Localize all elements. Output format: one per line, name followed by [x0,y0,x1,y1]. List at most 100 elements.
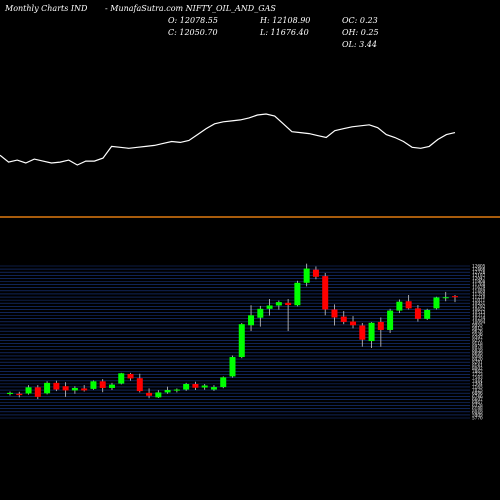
y-tick-label: 12326 [472,270,486,275]
y-tick-label: 6467 [472,400,483,405]
y-tick-label: 7723 [472,372,483,377]
candle-body [173,389,180,391]
symbol-label: - MunafaSutra.com NIFTY_OIL_AND_GAS [105,4,276,13]
candle-body [359,325,366,340]
candle-body [331,309,338,318]
candle-body [25,387,32,394]
y-tick-label: 5770 [472,416,483,421]
y-tick-label: 11768 [472,282,486,287]
y-tick-label: 8699 [472,350,483,355]
y-tick-label: 9676 [472,329,483,334]
candle-body [108,384,115,388]
y-tick-label: 10652 [472,307,486,312]
candle-body [405,301,412,309]
candle-body [257,308,264,318]
y-tick-label: 9955 [472,322,483,327]
candle-body [424,309,431,319]
candle-body [210,387,217,390]
candle-body [303,268,310,283]
y-tick-label: 6607 [472,397,483,402]
candle-body [146,392,153,396]
y-tick-label: 8560 [472,353,483,358]
candle-body [220,377,227,388]
candle-body [452,296,458,298]
y-tick-label: 6746 [472,394,483,399]
y-tick-label: 9257 [472,338,483,343]
candle-body [368,322,375,342]
candle-body [442,297,449,299]
y-tick-label: 5909 [472,412,483,417]
candle-body [164,389,171,393]
candle-body [340,316,347,322]
y-tick-label: 11210 [472,295,486,300]
y-tick-label: 12466 [472,267,486,272]
y-tick-label: 9815 [472,326,483,331]
high-value: H: 12108.90 [260,16,311,25]
y-tick-label: 6886 [472,391,483,396]
y-tick-label: 6328 [472,403,483,408]
candle-body [7,392,13,394]
candle-body [53,382,60,390]
candle-body [275,302,282,306]
candle-body [136,378,143,392]
y-tick-label: 8978 [472,344,483,349]
candle-body [238,324,245,358]
candle-body [396,301,403,311]
candle-body [71,387,78,391]
y-tick-label: 10373 [472,313,486,318]
candle-body [312,269,319,277]
candle-body [90,381,97,389]
y-tick-label: 12047 [472,276,486,281]
candle-body [16,393,23,396]
y-tick-label: 7862 [472,369,483,374]
candle-body [433,297,440,309]
candle-body [118,373,125,384]
candle-body [99,381,106,388]
y-tick-label: 6188 [472,406,483,411]
y-tick-label: 7165 [472,384,483,389]
oh-value: OH: 0.25 [342,28,379,37]
y-tick-label: 8141 [472,363,483,368]
candle-body [414,308,421,319]
y-tick-label: 11908 [472,279,486,284]
y-tick-label: 10234 [472,316,486,321]
candle-body [127,373,134,379]
candle-body [294,282,301,306]
candle-body [229,357,236,377]
candle-body [192,383,199,388]
y-tick-label: 9118 [472,341,483,346]
y-tick-label: 10513 [472,310,486,315]
y-tick-label: 10094 [472,319,486,324]
y-tick-label: 8002 [472,366,483,371]
y-tick-label: 11489 [472,288,486,293]
candle-body [183,383,190,390]
y-tick-label: 12187 [472,273,486,278]
y-tick-label: 7583 [472,375,483,380]
candle-body [81,388,88,391]
ol-value: OL: 3.44 [342,40,377,49]
low-value: L: 11676.40 [260,28,309,37]
y-tick-label: 10792 [472,304,486,309]
candle-body [377,321,384,330]
chart-title: Monthly Charts IND [5,4,88,13]
candle-body [201,385,208,388]
candle-body [62,386,69,391]
candle-body [322,276,329,310]
candle-body [248,315,255,326]
y-tick-label: 8839 [472,347,483,352]
candle-body [266,305,273,309]
y-tick-label: 6049 [472,409,483,414]
open-value: O: 12078.55 [168,16,218,25]
candle-body [350,321,357,326]
y-tick-label: 7304 [472,381,483,386]
y-tick-label: 9397 [472,335,483,340]
y-tick-label: 7444 [472,378,483,383]
close-value: C: 12050.70 [168,28,218,37]
y-tick-label: 12605 [472,264,486,269]
y-tick-label: 10931 [472,301,486,306]
candle-body [155,392,162,398]
y-tick-label: 7025 [472,388,483,393]
candle-body [34,387,41,397]
oc-value: OC: 0.23 [342,16,378,25]
